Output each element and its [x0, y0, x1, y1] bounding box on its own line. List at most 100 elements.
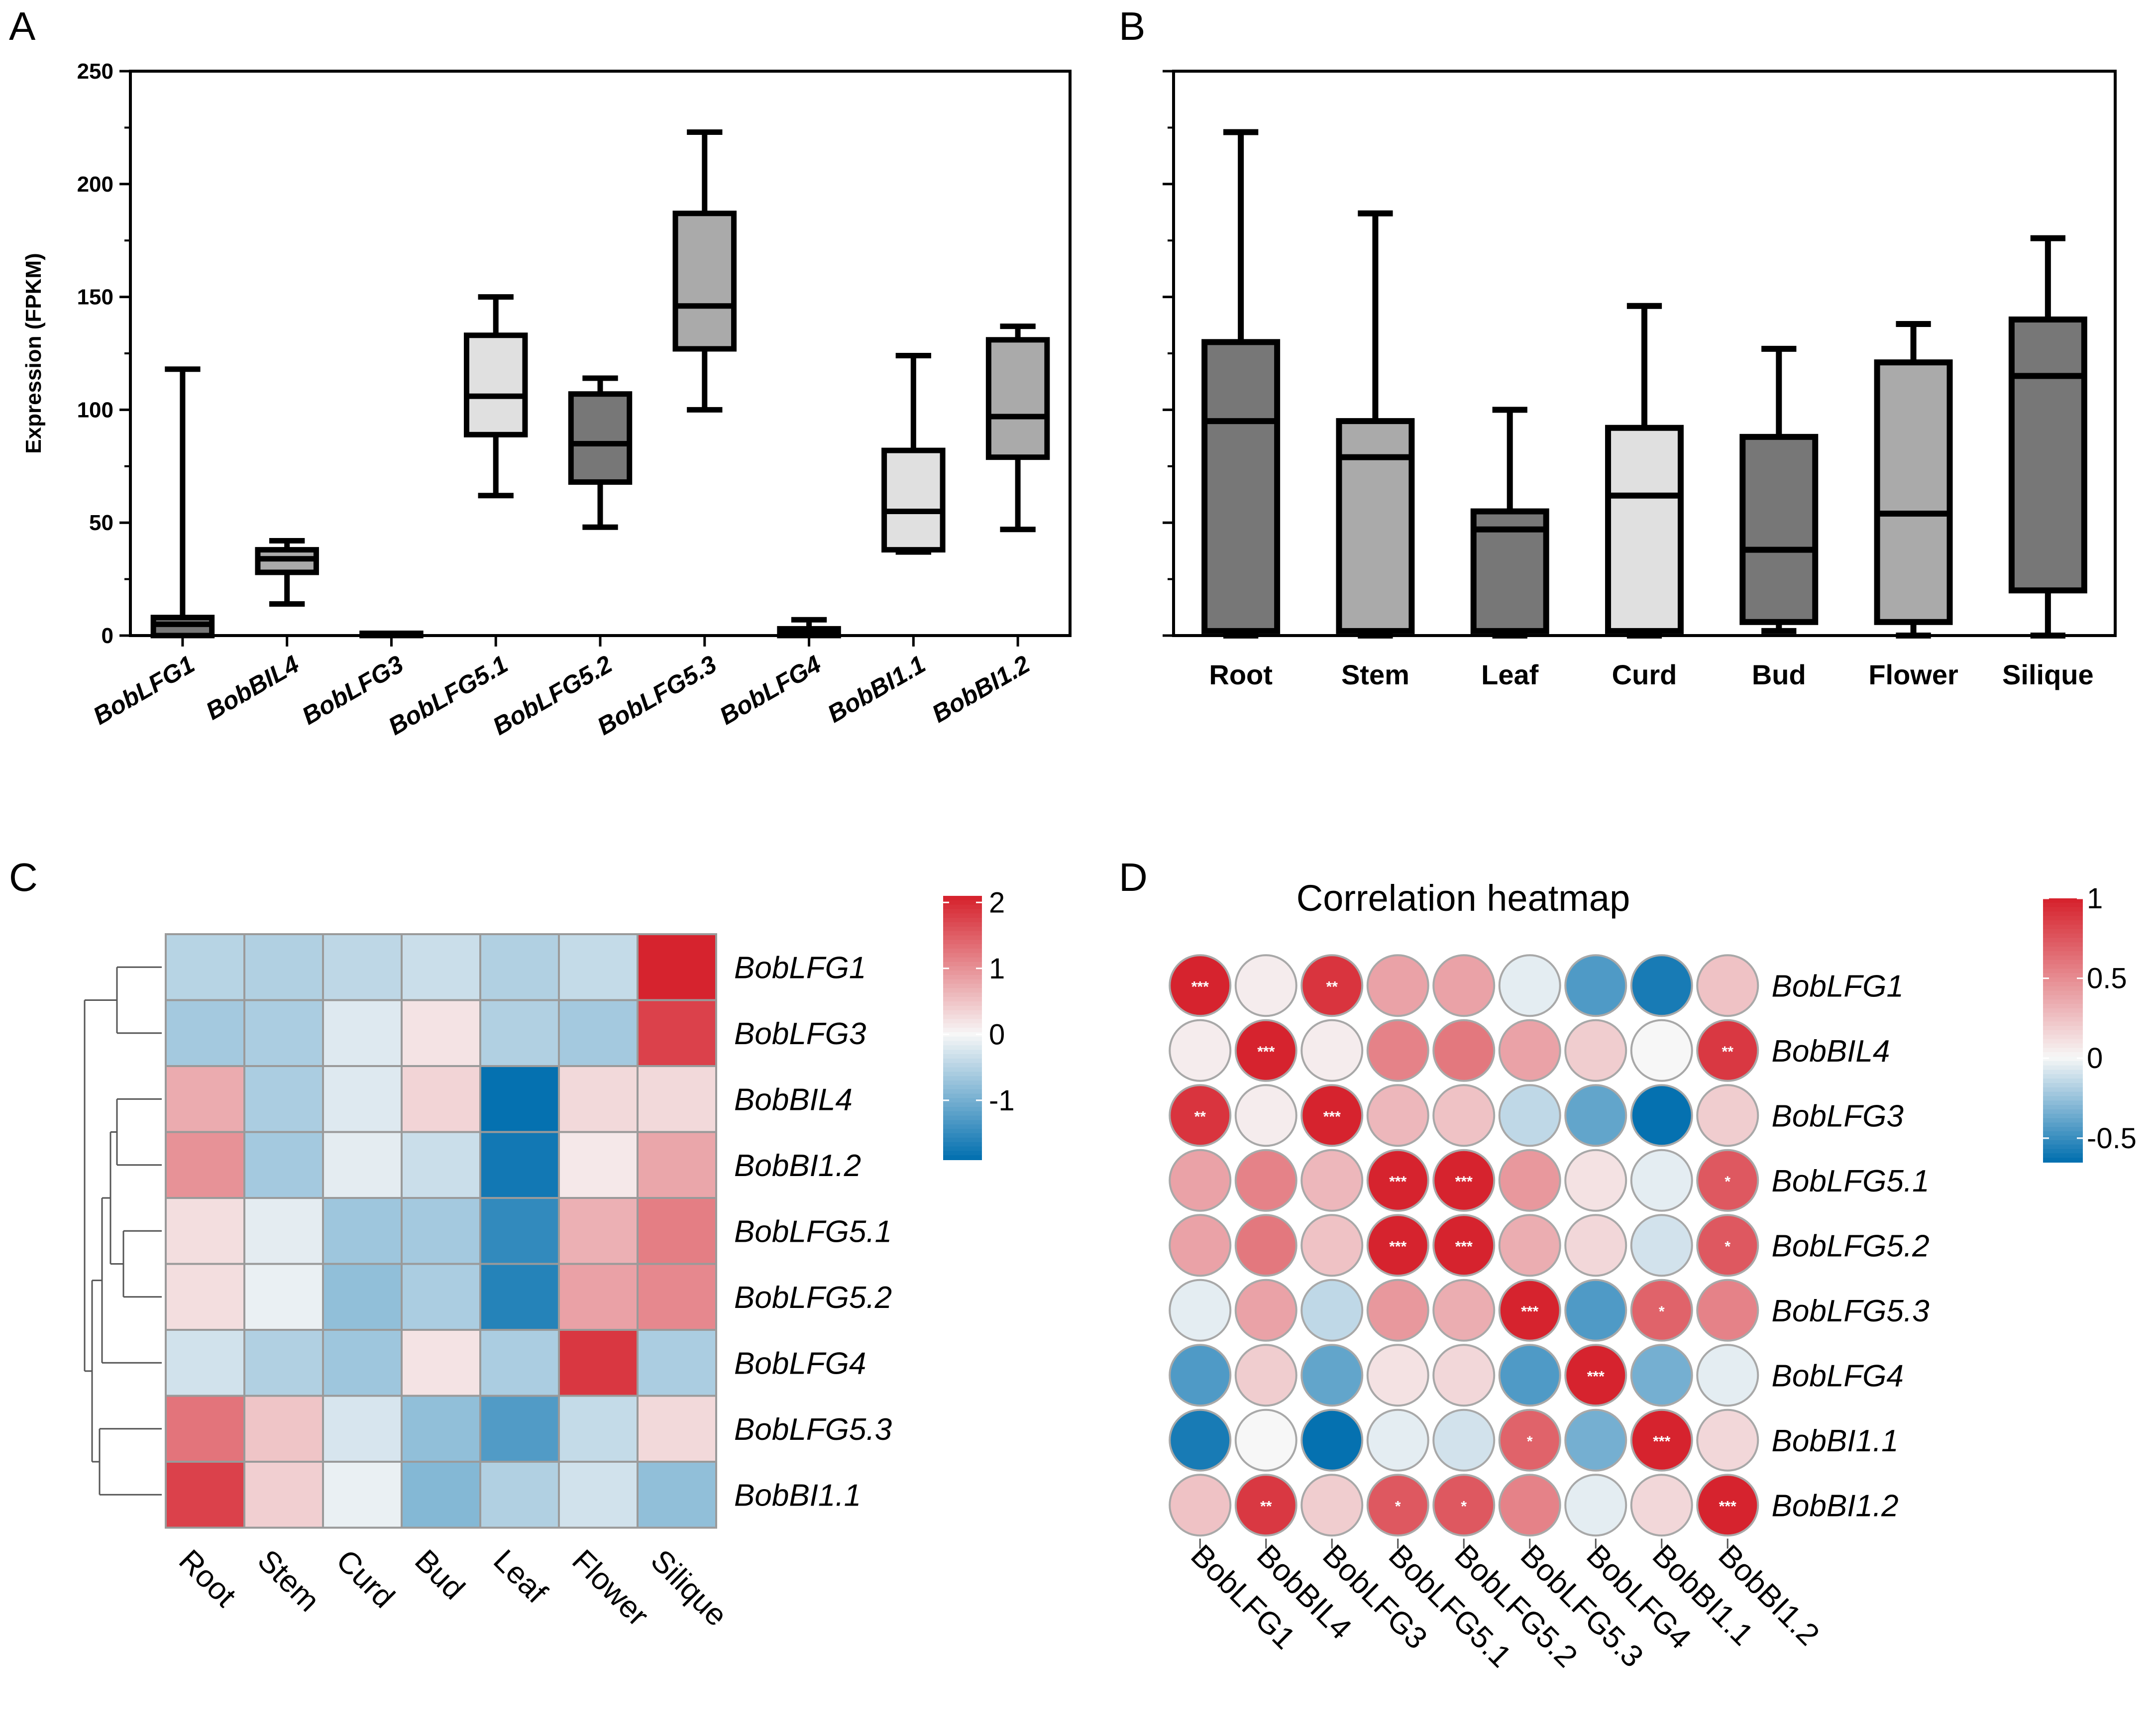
category-label: BobLFG5.2 [488, 650, 617, 741]
panel-d-correlation-heatmap: Correlation heatmap*** ** BobLFG1*** ** BobB… [1169, 877, 2137, 1674]
heatmap-cell [401, 999, 481, 1067]
heatmap-cell [165, 1329, 245, 1397]
legend-gradient-step [2043, 1109, 2083, 1114]
heatmap-row-label: BobBI1.2 [734, 1149, 861, 1183]
correlation-circle [1432, 1214, 1496, 1277]
correlation-row-label: BobLFG5.3 [1772, 1294, 1930, 1328]
correlation-circle [1564, 1408, 1627, 1472]
heatmap-cell [558, 1065, 639, 1133]
correlation-circle [1169, 1149, 1232, 1212]
legend-gradient-step [943, 957, 982, 963]
legend-gradient-step [943, 988, 982, 993]
correlation-circle [1696, 1019, 1759, 1082]
legend-gradient-step [943, 1155, 982, 1160]
heatmap-cell [243, 1329, 324, 1397]
correlation-circle [1300, 1214, 1364, 1277]
heatmap-cell [243, 933, 324, 1001]
legend-gradient-step [943, 926, 982, 932]
significance-mark: *** [1191, 978, 1209, 995]
significance-mark: * [1461, 1498, 1467, 1514]
legend-gradient-step [943, 1120, 982, 1125]
correlation-row-label: BobLFG4 [1772, 1359, 1904, 1393]
legend-gradient-step [2043, 951, 2083, 956]
legend-tick-label: 1 [2087, 882, 2103, 915]
correlation-circle [1498, 1474, 1561, 1537]
legend-gradient-step [943, 940, 982, 945]
heatmap-cell [401, 1461, 481, 1529]
legend-gradient-step [2043, 942, 2083, 948]
heatmap-cell [558, 1131, 639, 1199]
legend-gradient-step [2043, 1052, 2083, 1057]
legend-gradient-step [2043, 1136, 2083, 1141]
box [985, 337, 1050, 460]
heatmap-cell [637, 933, 717, 1001]
significance-mark: ** [1260, 1498, 1272, 1514]
legend-gradient-step [2043, 1030, 2083, 1035]
legend-gradient-step [2043, 1065, 2083, 1071]
significance-mark: ** [1194, 1108, 1206, 1125]
heatmap-column-label: Silique [644, 1543, 734, 1633]
correlation-circle [1564, 1084, 1627, 1147]
heatmap-cell [558, 1395, 639, 1463]
heatmap-cell [165, 1065, 245, 1133]
legend-gradient-step [943, 1124, 982, 1130]
heatmap-cell [479, 999, 560, 1067]
correlation-row-label: BobBI1.2 [1772, 1489, 1899, 1523]
legend-gradient-step [943, 913, 982, 919]
correlation-circle [1564, 1214, 1627, 1277]
correlation-circle [1300, 1408, 1364, 1472]
correlation-circle [1498, 1149, 1561, 1212]
legend-gradient-step [2043, 911, 2083, 917]
legend-gradient-step [943, 1067, 982, 1073]
correlation-circle [1432, 1408, 1496, 1472]
correlation-circle [1366, 1344, 1429, 1407]
y-axis-title: Expression (FPKM) [21, 253, 46, 453]
legend-gradient-step [943, 966, 982, 972]
legend-gradient-step [943, 1001, 982, 1006]
correlation-circle [1564, 1279, 1627, 1342]
legend-gradient-step [943, 975, 982, 980]
legend-gradient-step [2043, 1021, 2083, 1027]
correlation-circle [1696, 1149, 1759, 1212]
legend-tick-label: 0 [2087, 1042, 2103, 1075]
heatmap-cell [479, 1461, 560, 1529]
correlation-circle [1366, 1084, 1429, 1147]
correlation-circle [1366, 1279, 1429, 1342]
legend-gradient-step [2043, 995, 2083, 1000]
legend-gradient-step [943, 1050, 982, 1055]
heatmap-column-label: Flower [565, 1543, 655, 1633]
correlation-circle [1234, 1214, 1297, 1277]
box [1336, 418, 1415, 634]
box [672, 211, 737, 352]
heatmap-cell [401, 1395, 481, 1463]
legend-gradient-step [2043, 1039, 2083, 1044]
heatmap-column-label: Stem [251, 1543, 326, 1619]
correlation-circle [1630, 1408, 1693, 1472]
legend-tick-label: 1 [989, 953, 1005, 985]
correlation-circle [1498, 1214, 1561, 1277]
correlation-circle [1564, 954, 1627, 1017]
legend-gradient-step [2043, 1017, 2083, 1022]
y-tick-label: 150 [77, 285, 113, 310]
significance-mark: *** [1455, 1174, 1473, 1190]
legend-gradient-step [2043, 1113, 2083, 1119]
correlation-row-label: BobBIL4 [1772, 1034, 1890, 1069]
correlation-circle [1300, 1149, 1364, 1212]
box [881, 447, 946, 553]
correlation-circle [1498, 954, 1561, 1017]
legend-gradient-step [943, 918, 982, 923]
correlation-circle [1234, 1149, 1297, 1212]
correlation-circle [1630, 1149, 1693, 1212]
heatmap-cell [637, 1263, 717, 1331]
correlation-circle [1234, 954, 1297, 1017]
panel-c-heatmap: BobLFG1 BobLFG3 BobBIL4 BobBI1.2 BobLFG5.1 Bo… [84, 886, 1015, 1633]
correlation-circle [1366, 1474, 1429, 1537]
heatmap-cell [165, 1131, 245, 1199]
correlation-circle [1696, 954, 1759, 1017]
heatmap-row-label: BobLFG5.1 [734, 1214, 892, 1249]
heatmap-cell [322, 1329, 403, 1397]
legend-gradient-step [2043, 1144, 2083, 1150]
heatmap-cell [243, 1461, 324, 1529]
legend-gradient-step [2043, 1012, 2083, 1018]
correlation-circle [1498, 1279, 1561, 1342]
